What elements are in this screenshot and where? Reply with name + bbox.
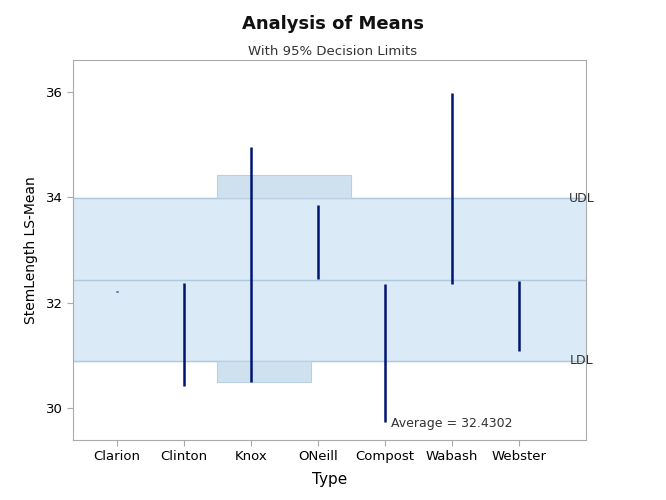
Text: With 95% Decision Limits: With 95% Decision Limits xyxy=(248,45,418,58)
Text: LDL: LDL xyxy=(569,354,593,368)
X-axis label: Type: Type xyxy=(312,472,347,487)
Bar xyxy=(217,175,352,199)
Bar xyxy=(217,361,311,382)
Text: UDL: UDL xyxy=(569,192,595,205)
Text: Average = 32.4302: Average = 32.4302 xyxy=(391,418,512,430)
Y-axis label: StemLength LS-Mean: StemLength LS-Mean xyxy=(23,176,37,324)
Bar xyxy=(73,198,586,361)
Text: Analysis of Means: Analysis of Means xyxy=(242,15,424,33)
